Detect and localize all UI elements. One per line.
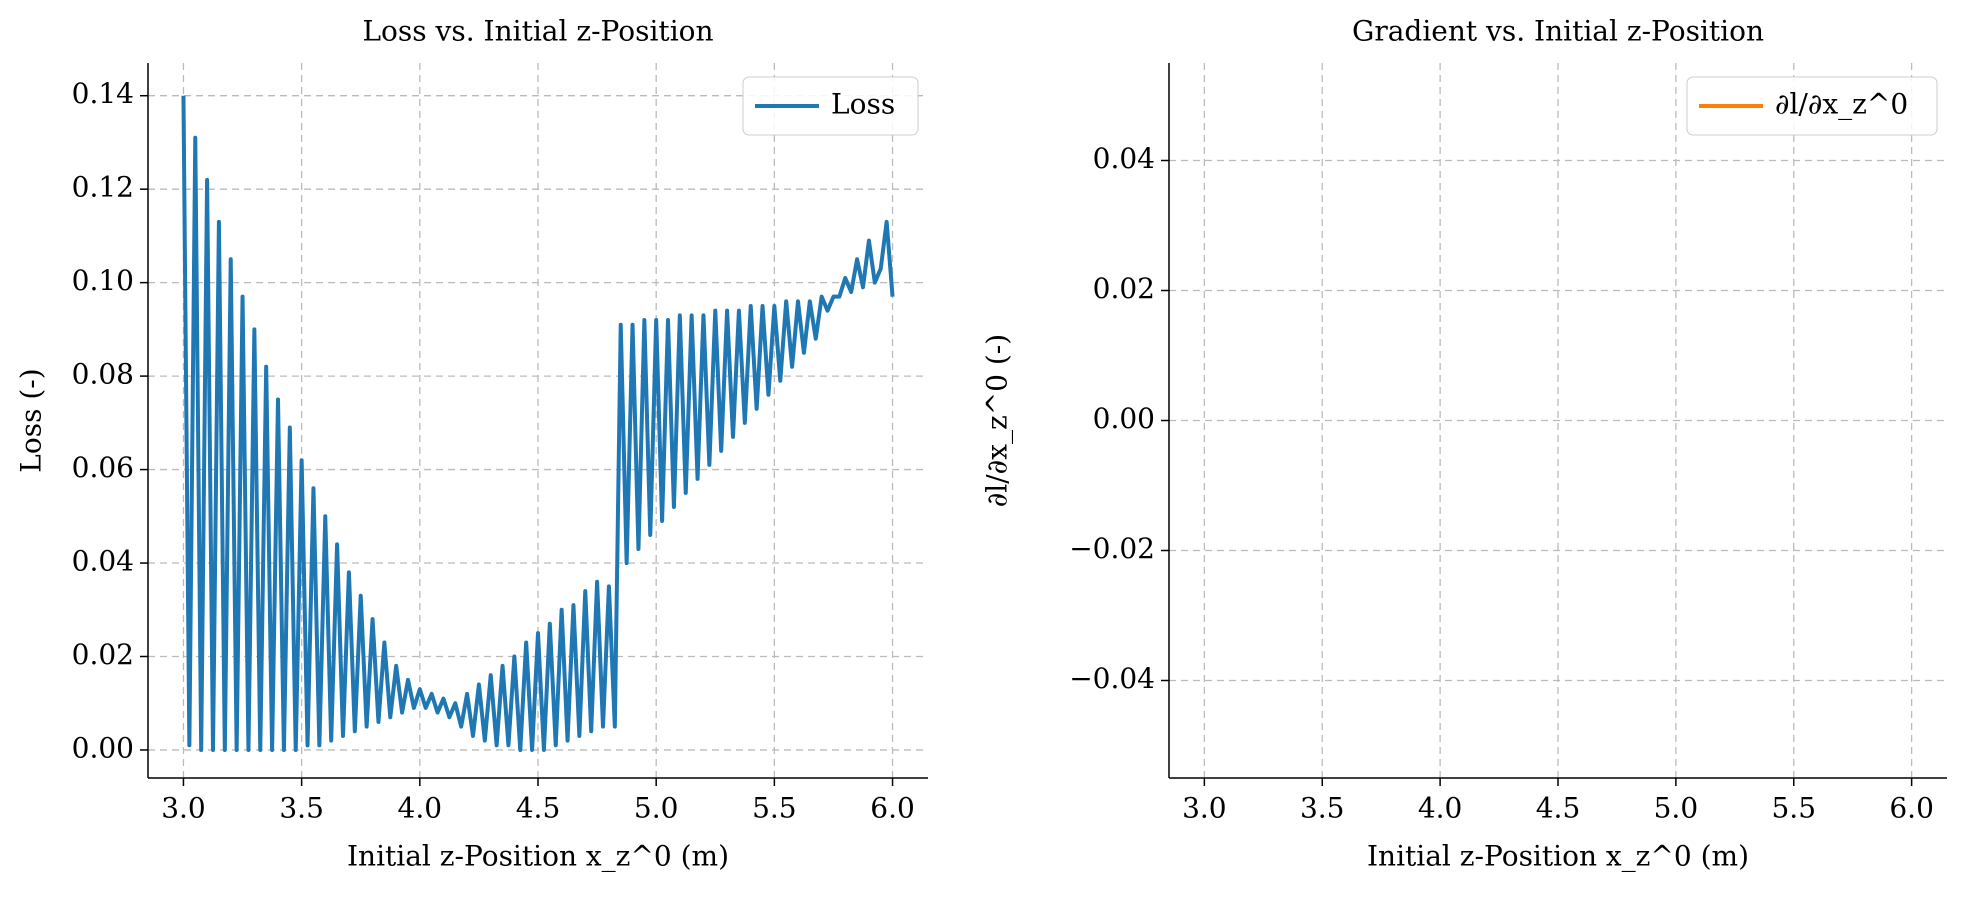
y-tick-label: 0.04 — [72, 545, 134, 578]
y-tick-label: 0.06 — [72, 451, 134, 484]
x-tick-label: 6.0 — [1889, 792, 1934, 825]
chart-panel: Gradient vs. Initial z-Position 3.0 3.5 4.0… — [981, 15, 1947, 873]
y-tick-label: −0.02 — [1069, 532, 1155, 565]
legend-label: Loss — [831, 88, 895, 121]
data-line — [181, 95, 895, 752]
legend-box — [742, 76, 919, 136]
legend-label: ∂l/∂x_z^0 — [1775, 88, 1908, 121]
x-tick-label: 3.0 — [1182, 792, 1227, 825]
x-tick-label: 3.5 — [279, 792, 324, 825]
x-tick-label: 5.5 — [1771, 792, 1816, 825]
y-tick-label: 0.00 — [72, 731, 134, 764]
chart-title: Gradient vs. Initial z-Position — [1352, 15, 1764, 48]
x-axis-label: Initial z-Position x_z^0 (m) — [347, 840, 729, 873]
chart-title: Loss vs. Initial z-Position — [362, 15, 713, 48]
x-axis-label: Initial z-Position x_z^0 (m) — [1367, 840, 1749, 873]
y-tick-label: 0.02 — [1093, 272, 1155, 305]
x-tick-label: 5.5 — [752, 792, 797, 825]
legend-box — [1686, 76, 1938, 136]
y-tick-label: −0.04 — [1069, 662, 1155, 695]
x-tick-label: 3.5 — [1300, 792, 1345, 825]
x-tick-label: 4.0 — [398, 792, 443, 825]
x-tick-label: 5.0 — [1654, 792, 1699, 825]
x-tick-label: 5.0 — [634, 792, 679, 825]
x-tick-label: 6.0 — [870, 792, 915, 825]
x-tick-label: 4.0 — [1418, 792, 1463, 825]
y-tick-label: 0.02 — [72, 638, 134, 671]
y-tick-label: 0.10 — [72, 264, 134, 297]
y-tick-label: 0.04 — [1093, 142, 1155, 175]
chart-panel: Loss vs. Initial z-Position 3.0 3.5 4.0 4.5 5… — [15, 15, 928, 873]
y-tick-label: 0.08 — [72, 358, 134, 391]
y-tick-label: 0.00 — [1093, 402, 1155, 435]
y-tick-label: 0.14 — [72, 77, 134, 110]
y-axis-label: ∂l/∂x_z^0 (-) — [981, 334, 1014, 507]
y-tick-label: 0.12 — [72, 171, 134, 204]
x-tick-label: 4.5 — [516, 792, 561, 825]
y-axis-label: Loss (-) — [15, 368, 48, 472]
x-tick-label: 4.5 — [1536, 792, 1581, 825]
x-tick-label: 3.0 — [161, 792, 206, 825]
